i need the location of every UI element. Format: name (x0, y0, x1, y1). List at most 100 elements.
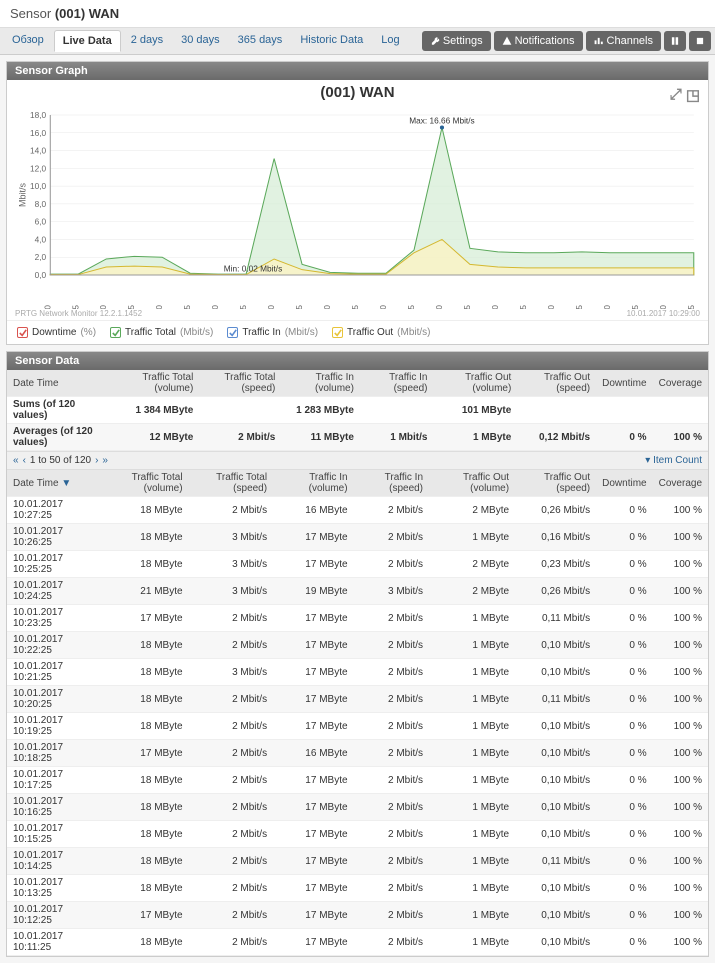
col-header[interactable]: Traffic Out (volume) (429, 470, 515, 497)
col-header[interactable]: Downtime (596, 470, 652, 497)
table-row[interactable]: 10.01.2017 10:27:2518 MByte2 Mbit/s16 MB… (7, 497, 708, 524)
col-header[interactable]: Traffic In (volume) (273, 470, 353, 497)
col-header[interactable]: Date Time (7, 370, 112, 397)
pager-first[interactable]: « (13, 455, 19, 466)
svg-text:9:30: 9:30 (379, 305, 388, 309)
settings-button[interactable]: Settings (422, 31, 491, 51)
col-header[interactable]: Coverage (653, 370, 708, 397)
svg-text:10:15: 10:15 (631, 305, 640, 309)
svg-text:8:45: 8:45 (127, 305, 136, 309)
table-row[interactable]: 10.01.2017 10:21:2518 MByte3 Mbit/s17 MB… (7, 659, 708, 686)
svg-text:10:10: 10:10 (603, 305, 612, 309)
notifications-button[interactable]: Notifications (494, 31, 583, 51)
sensor-data-panel: Sensor Data Date TimeTraffic Total (volu… (6, 351, 709, 957)
tab-log[interactable]: Log (373, 30, 407, 52)
tab-30-days[interactable]: 30 days (173, 30, 228, 52)
chart-legend: Downtime (%) Traffic Total (Mbit/s) Traffi… (7, 320, 708, 344)
col-header[interactable]: Traffic In (speed) (360, 370, 434, 397)
col-header[interactable]: Traffic Total (speed) (189, 470, 274, 497)
tab-обзор[interactable]: Обзор (4, 30, 52, 52)
table-row[interactable]: 10.01.2017 10:12:2517 MByte2 Mbit/s17 MB… (7, 902, 708, 929)
svg-text:9:20: 9:20 (323, 305, 332, 309)
svg-text:9:45: 9:45 (463, 305, 472, 309)
svg-text:8:40: 8:40 (99, 305, 108, 309)
table-row[interactable]: 10.01.2017 10:25:2518 MByte3 Mbit/s17 MB… (7, 551, 708, 578)
table-row[interactable]: 10.01.2017 10:23:2517 MByte2 Mbit/s17 MB… (7, 605, 708, 632)
table-row[interactable]: 10.01.2017 10:20:2518 MByte2 Mbit/s17 MB… (7, 686, 708, 713)
col-header[interactable]: Coverage (653, 470, 708, 497)
col-header[interactable]: Downtime (596, 370, 652, 397)
col-header[interactable]: Traffic Out (volume) (433, 370, 517, 397)
bars-icon (594, 36, 604, 46)
tab-historic-data[interactable]: Historic Data (292, 30, 371, 52)
table-row[interactable]: 10.01.2017 10:15:2518 MByte2 Mbit/s17 MB… (7, 821, 708, 848)
svg-text:10:25: 10:25 (687, 305, 696, 309)
svg-text:16,0: 16,0 (30, 129, 47, 138)
svg-text:18,0: 18,0 (30, 111, 47, 120)
svg-text:Mbit/s: Mbit/s (17, 183, 27, 207)
wrench-icon (430, 36, 440, 46)
table-row[interactable]: 10.01.2017 10:26:2518 MByte3 Mbit/s17 MB… (7, 524, 708, 551)
table-row[interactable]: 10.01.2017 10:19:2518 MByte2 Mbit/s17 MB… (7, 713, 708, 740)
svg-text:6,0: 6,0 (35, 218, 47, 227)
svg-text:4,0: 4,0 (35, 236, 47, 245)
svg-text:0,0: 0,0 (35, 271, 47, 280)
table-row[interactable]: 10.01.2017 10:17:2518 MByte2 Mbit/s17 MB… (7, 767, 708, 794)
col-header[interactable]: Traffic Total (volume) (99, 470, 189, 497)
svg-text:10:20: 10:20 (659, 305, 668, 309)
stop-button[interactable] (689, 31, 711, 51)
svg-text:8:35: 8:35 (71, 305, 80, 309)
summary-table: Date TimeTraffic Total (volume)Traffic T… (7, 370, 708, 451)
tab-365-days[interactable]: 365 days (230, 30, 291, 52)
table-row[interactable]: 10.01.2017 10:13:2518 MByte2 Mbit/s17 MB… (7, 875, 708, 902)
col-header[interactable]: Traffic Total (speed) (199, 370, 281, 397)
tab-2-days[interactable]: 2 days (123, 30, 171, 52)
col-header[interactable]: Traffic In (speed) (354, 470, 429, 497)
chart-footer-left: PRTG Network Monitor 12.2.1.1452 (15, 309, 142, 318)
expand-icon[interactable]: ⤢ (670, 86, 682, 104)
svg-text:9:50: 9:50 (491, 305, 500, 309)
traffic-chart: 0,02,04,06,08,010,012,014,016,018,08:308… (15, 109, 700, 309)
legend-downtime[interactable]: Downtime (%) (17, 327, 96, 338)
table-row[interactable]: 10.01.2017 10:24:2521 MByte3 Mbit/s19 MB… (7, 578, 708, 605)
page-header: Sensor (001) WAN (0, 0, 715, 28)
svg-text:8:50: 8:50 (155, 305, 164, 309)
svg-text:14,0: 14,0 (30, 147, 47, 156)
header-prefix: Sensor (10, 6, 51, 21)
table-row[interactable]: 10.01.2017 10:16:2518 MByte2 Mbit/s17 MB… (7, 794, 708, 821)
svg-text:Min: 0.02 Mbit/s: Min: 0.02 Mbit/s (224, 265, 283, 274)
svg-text:9:00: 9:00 (211, 305, 220, 309)
col-header[interactable]: Traffic In (volume) (281, 370, 360, 397)
svg-text:Max: 16.66 Mbit/s: Max: 16.66 Mbit/s (409, 117, 474, 126)
data-table: Date Time ▼Traffic Total (volume)Traffic… (7, 470, 708, 956)
legend-traffic-out[interactable]: Traffic Out (Mbit/s) (332, 327, 430, 338)
pager-prev[interactable]: ‹ (23, 455, 26, 466)
pager-next[interactable]: › (95, 455, 98, 466)
col-header[interactable]: Traffic Total (volume) (112, 370, 199, 397)
legend-traffic-in[interactable]: Traffic In (Mbit/s) (227, 327, 318, 338)
svg-text:2,0: 2,0 (35, 253, 47, 262)
svg-text:10:05: 10:05 (575, 305, 584, 309)
tab-live-data[interactable]: Live Data (54, 30, 121, 52)
col-header[interactable]: Traffic Out (speed) (515, 470, 596, 497)
svg-text:9:55: 9:55 (519, 305, 528, 309)
pager-bar: « ‹ 1 to 50 of 120 › » ▾ Item Count (7, 451, 708, 470)
pager-last[interactable]: » (102, 455, 108, 466)
channels-button[interactable]: Channels (586, 31, 661, 51)
table-row[interactable]: 10.01.2017 10:11:2518 MByte2 Mbit/s17 MB… (7, 929, 708, 956)
svg-text:9:40: 9:40 (435, 305, 444, 309)
table-row[interactable]: 10.01.2017 10:22:2518 MByte2 Mbit/s17 MB… (7, 632, 708, 659)
legend-traffic-total[interactable]: Traffic Total (Mbit/s) (110, 327, 213, 338)
table-row[interactable]: 10.01.2017 10:18:2517 MByte2 Mbit/s16 MB… (7, 740, 708, 767)
svg-text:8:55: 8:55 (183, 305, 192, 309)
svg-text:9:05: 9:05 (239, 305, 248, 309)
item-count-toggle[interactable]: ▾ Item Count (645, 455, 702, 466)
graph-panel-title: Sensor Graph (7, 62, 708, 80)
header-name: (001) WAN (55, 6, 119, 21)
col-header[interactable]: Traffic Out (speed) (517, 370, 596, 397)
pause-button[interactable] (664, 31, 686, 51)
popout-icon[interactable]: ◳ (686, 86, 700, 104)
table-row[interactable]: 10.01.2017 10:14:2518 MByte2 Mbit/s17 MB… (7, 848, 708, 875)
col-header[interactable]: Date Time ▼ (7, 470, 99, 497)
warning-icon (502, 36, 512, 46)
